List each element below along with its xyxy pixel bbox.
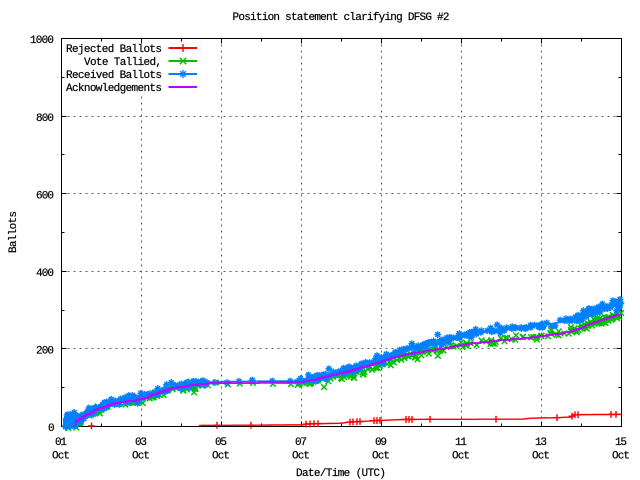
svg-text:Oct: Oct	[532, 450, 550, 462]
svg-text:Acknowledgements: Acknowledgements	[66, 83, 162, 95]
svg-text:Rejected Ballots: Rejected Ballots	[66, 44, 162, 56]
svg-text:15: 15	[615, 437, 627, 449]
svg-text:Oct: Oct	[372, 450, 390, 462]
svg-text:11: 11	[455, 437, 467, 449]
svg-text:Oct: Oct	[612, 450, 630, 462]
svg-text:05: 05	[215, 437, 227, 449]
svg-text:13: 13	[535, 437, 547, 449]
svg-text:200: 200	[36, 346, 54, 358]
svg-text:1000: 1000	[30, 35, 54, 47]
svg-text:Received Ballots: Received Ballots	[66, 70, 162, 82]
svg-text:Oct: Oct	[452, 450, 470, 462]
svg-text:600: 600	[36, 190, 54, 202]
svg-text:400: 400	[36, 268, 54, 280]
svg-text:Vote Tallied,: Vote Tallied,	[84, 57, 162, 69]
svg-text:Date/Time (UTC): Date/Time (UTC)	[296, 468, 386, 480]
svg-text:Oct: Oct	[212, 450, 230, 462]
svg-text:01: 01	[55, 437, 67, 449]
svg-text:Ballots: Ballots	[8, 211, 20, 253]
svg-text:Oct: Oct	[132, 450, 150, 462]
svg-text:09: 09	[375, 437, 387, 449]
svg-text:Oct: Oct	[292, 450, 310, 462]
svg-text:Oct: Oct	[52, 450, 70, 462]
svg-text:Position statement clarifying: Position statement clarifying DFSG #2	[233, 12, 450, 24]
svg-text:0: 0	[48, 423, 55, 435]
svg-text:03: 03	[135, 437, 147, 449]
svg-text:800: 800	[36, 113, 54, 125]
svg-text:07: 07	[295, 437, 307, 449]
